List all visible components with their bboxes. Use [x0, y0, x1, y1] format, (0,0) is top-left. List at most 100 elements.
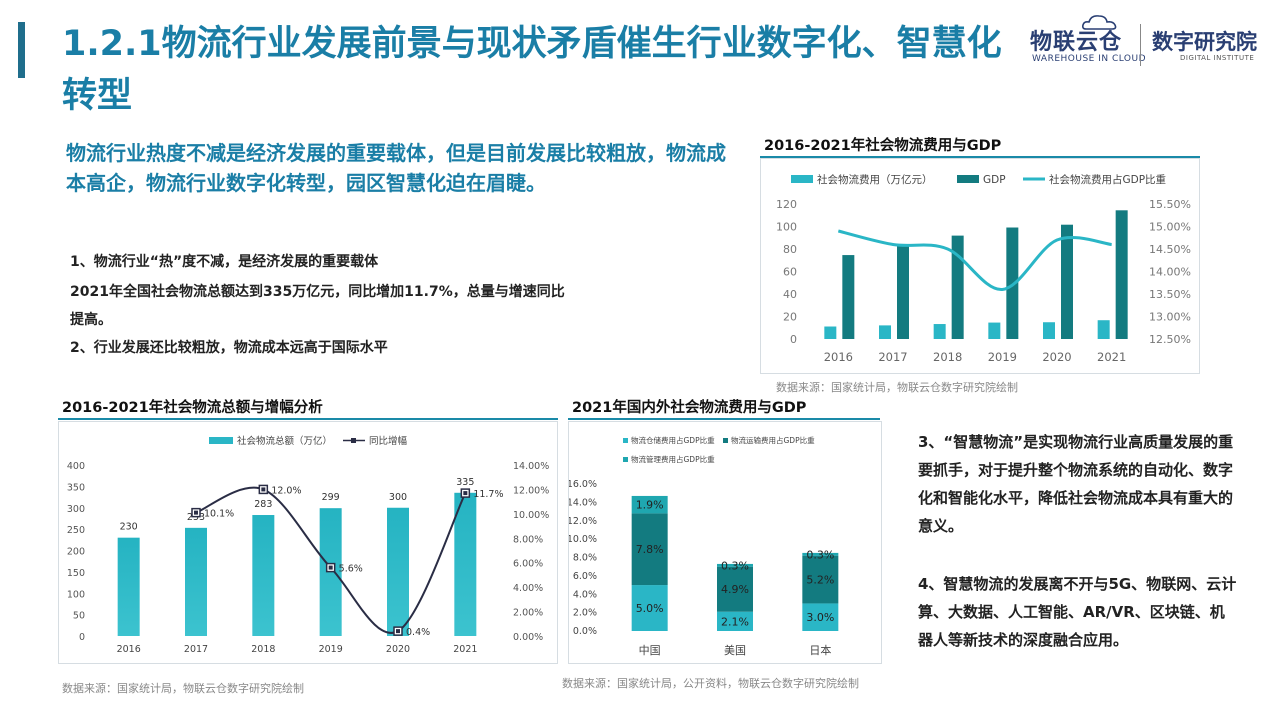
x-tick-label: 2017 [878, 350, 907, 364]
y-tick-label: 0 [79, 632, 85, 643]
bar-gdp [1006, 227, 1019, 339]
point-1-detail-cont: 提高。 [70, 312, 112, 328]
y2-tick-label: 6.00% [513, 559, 543, 570]
legend-label: 物流仓储费用占GDP比重 [631, 435, 715, 445]
x-tick-label: 日本 [809, 643, 831, 657]
point-growth-core [194, 510, 198, 515]
x-tick-label: 2021 [1097, 350, 1126, 364]
legend-swatch [351, 438, 356, 443]
legend-swatch [791, 175, 813, 183]
line-data-label: 12.0% [271, 485, 301, 496]
legend-label: 社会物流费用（万亿元） [817, 173, 933, 186]
y-tick-label: 2.0% [573, 608, 597, 619]
line-data-label: 0.4% [406, 627, 430, 638]
bar-data-label: 0.3% [721, 559, 749, 572]
y2-tick-label: 2.00% [513, 608, 543, 619]
y-tick-label: 6.0% [573, 571, 597, 582]
chart-cost-gdp: 社会物流费用（万亿元） GDP 社会物流费用占GDP比重 120 100 80 60 40 20… [776, 173, 1191, 364]
brand-name: 物联云仓 [1030, 30, 1123, 55]
bar-logistics-cost [933, 324, 946, 339]
bar-total [185, 527, 207, 636]
bar-logistics-cost [1097, 320, 1110, 339]
y-tick-label: 150 [67, 568, 85, 579]
point-2: 2、行业发展还比较粗放，物流成本远高于国际水平 [70, 340, 388, 356]
x-tick-label: 2019 [988, 350, 1017, 364]
x-tick-label: 2018 [251, 644, 275, 655]
point-growth-core [396, 629, 400, 634]
bar-segment-transport [802, 555, 839, 604]
legend-label: 物流运输费用占GDP比重 [731, 435, 815, 445]
chart-title-underline [58, 418, 558, 420]
bar-total [252, 515, 275, 636]
bar-gdp [1115, 210, 1128, 339]
bar-data-label: 335 [456, 477, 474, 488]
legend-swatch [957, 175, 979, 183]
legend-label: 社会物流总额（万亿） [237, 435, 332, 447]
x-tick-label: 2021 [453, 644, 477, 655]
line-data-label: 11.7% [473, 489, 503, 500]
y-tick-label: 60 [783, 266, 797, 279]
logo-divider [1140, 24, 1141, 66]
chart-panel-intl-cost: 物流仓储费用占GDP比重 物流运输费用占GDP比重物流管理费用占GDP比重 16.0… [567, 421, 882, 664]
bar-data-label: 3.0% [806, 611, 834, 624]
title-accent-bar [18, 22, 25, 78]
line-growth [195, 486, 467, 634]
bar-segment-storage [802, 603, 839, 631]
y2-tick-label: 0.00% [513, 632, 543, 643]
chart-source-total-growth: 数据来源：国家统计局，物联云仓数字研究院绘制 [62, 682, 304, 695]
bar-logistics-cost [988, 322, 1001, 339]
y2-tick-label: 13.50% [1149, 288, 1191, 301]
legend-label: 社会物流费用占GDP比重 [1049, 173, 1166, 186]
x-tick-label: 2018 [933, 350, 962, 364]
line-data-label: 5.6% [339, 564, 363, 575]
y2-tick-label: 15.50% [1149, 198, 1191, 211]
page-title: 1.2.1物流行业发展前景与现状矛盾催生行业数字化、智慧化转型 [62, 24, 1002, 116]
y-tick-label: 80 [783, 243, 797, 256]
y2-tick-label: 14.00% [1149, 266, 1191, 279]
brand-name-en: WAREHOUSE IN CLOUD [1032, 54, 1147, 64]
y-tick-label: 120 [776, 198, 797, 211]
y-tick-label: 100 [67, 589, 85, 600]
y2-tick-label: 15.00% [1149, 221, 1191, 234]
legend-label: 物流管理费用占GDP比重 [631, 454, 715, 464]
point-growth-core [328, 565, 333, 570]
x-tick-label: 美国 [724, 644, 746, 657]
chart-total-growth: 社会物流总额（万亿） 同比增幅 400 350 300 250 200 150 100 50 0 14… [67, 435, 549, 655]
logo-area: 物联云仓 WAREHOUSE IN CLOUD 数字研究院 DIGITAL IN… [1030, 15, 1270, 72]
chart-title-underline [568, 418, 880, 420]
y-tick-label: 200 [67, 547, 85, 558]
y-tick-label: 12.0% [569, 516, 597, 527]
legend-swatch [723, 438, 728, 443]
chart-source-cost-gdp: 数据来源：国家统计局，物联云仓数字研究院绘制 [776, 381, 1018, 394]
bar-data-label: 299 [322, 492, 340, 503]
chart-title-total-growth: 2016-2021年社会物流总额与增幅分析 [62, 400, 323, 416]
y-tick-label: 400 [67, 461, 85, 472]
x-tick-label: 2020 [386, 644, 410, 655]
x-tick-label: 2019 [319, 644, 343, 655]
y2-tick-label: 4.00% [513, 583, 543, 594]
y-tick-label: 300 [67, 504, 85, 515]
legend-swatch [623, 438, 628, 443]
point-1: 1、物流行业“热”度不减，是经济发展的重要载体 [70, 254, 379, 270]
bar-gdp [1061, 224, 1073, 339]
legend-swatch [209, 437, 233, 444]
bar-data-label: 5.2% [806, 574, 834, 587]
line-data-label: 10.1% [204, 509, 234, 520]
bar-segment-transport [717, 566, 753, 612]
cloud-icon [1082, 15, 1117, 30]
chart-source-intl-cost: 数据来源：国家统计局，公开资料，物联云仓数字研究院绘制 [562, 677, 859, 690]
bar-segment-storage [631, 585, 668, 631]
chart-panel-total-growth: 社会物流总额（万亿） 同比增幅 400 350 300 250 200 150 100 50 0 14… [58, 421, 558, 664]
bar-data-label: 5.0% [636, 602, 664, 615]
bar-data-label: 2.1% [721, 615, 749, 628]
y-tick-label: 10.0% [569, 534, 597, 545]
bar-gdp [897, 245, 909, 339]
institute-name: 数字研究院 [1152, 30, 1257, 54]
bar-data-label: 4.9% [721, 583, 749, 596]
bar-data-label: 300 [389, 492, 407, 503]
note-smart-logistics: 3、“智慧物流”是实现物流行业高质量发展的重要抓手，对于提升整个物流系统的自动化… [918, 433, 1234, 535]
x-tick-label: 2020 [1042, 350, 1071, 364]
bar-gdp [842, 255, 855, 339]
x-tick-label: 2017 [184, 644, 208, 655]
y-tick-label: 16.0% [569, 479, 597, 490]
